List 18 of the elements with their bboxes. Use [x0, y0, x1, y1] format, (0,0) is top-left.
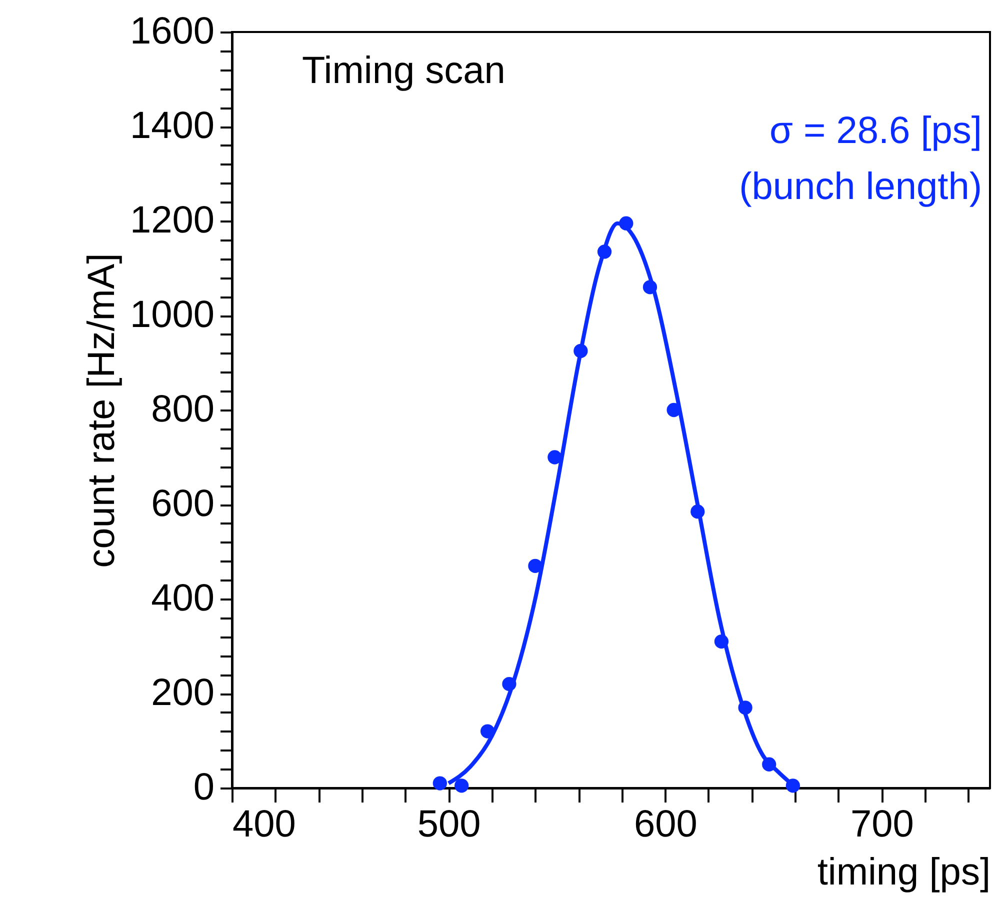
annotation: Timing scan [302, 50, 506, 92]
annotation: σ = 28.6 [ps] [769, 110, 982, 152]
y-axis-title: count rate [Hz/mA] [80, 253, 123, 568]
x-tick-label: 500 [417, 804, 481, 846]
annotation: (bunch length) [739, 166, 982, 208]
x-tick-label: 600 [634, 804, 698, 846]
x-tick-label: 400 [232, 804, 296, 846]
y-tick-label: 1000 [130, 294, 214, 336]
y-tick-label: 1400 [130, 105, 214, 147]
x-axis-title: timing [ps] [817, 852, 990, 894]
y-tick-label: 1600 [130, 10, 214, 52]
y-tick-label: 400 [151, 578, 214, 620]
y-tick-label: 600 [151, 483, 214, 525]
y-tick-label: 1200 [130, 200, 214, 242]
y-tick-label: 200 [151, 672, 214, 714]
x-tick-label: 700 [850, 804, 914, 846]
y-tick-label: 0 [193, 766, 214, 808]
y-tick-label: 800 [151, 388, 214, 430]
